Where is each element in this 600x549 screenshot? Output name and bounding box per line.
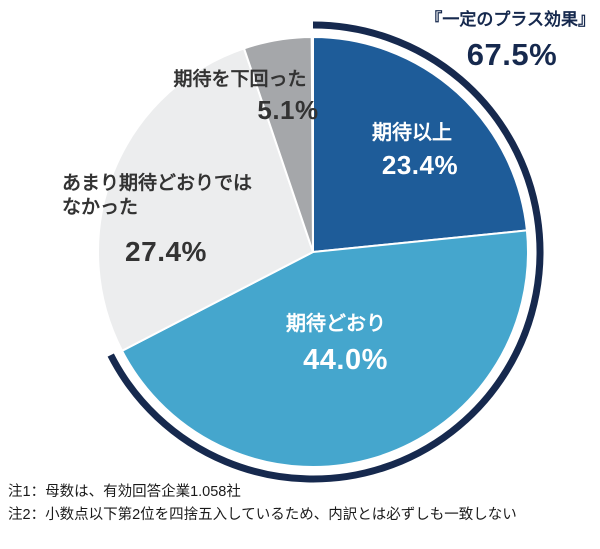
highlight-title: 『一定のプラス効果』 — [425, 10, 595, 29]
slice-value-below-expectation: 5.1% — [257, 95, 319, 125]
pie-slice-4 — [242, 35, 314, 253]
slice-label-below-expectation: 期待を下回った — [173, 69, 307, 90]
slice-label-not-quite-expected: あまり期待どおりでは なかった — [62, 173, 253, 218]
pie-slice-2 — [120, 229, 529, 468]
footnote-1: 注1：母数は、有効回答企業1.058社 — [8, 484, 241, 500]
highlight-arc — [107, 21, 544, 483]
footnote-2: 注2：小数点以下第2位を四捨五入しているため、内訳とは必ずしも一致しない — [8, 507, 517, 524]
slice-value-expect-above: 23.4% — [381, 150, 459, 180]
pie-slice-3 — [97, 47, 315, 353]
footnotes: 注1：母数は、有効回答企業1.058社 注2：小数点以下第2位を四捨五入している… — [8, 481, 596, 527]
slice-value-not-quite-expected: 27.4% — [125, 236, 207, 267]
highlight-value: 67.5% — [466, 37, 558, 72]
pie-slice-1 — [312, 35, 529, 254]
slice-label-expect-above: 期待以上 — [372, 122, 452, 144]
slice-value-as-expected: 44.0% — [303, 344, 388, 376]
slice-label-as-expected: 期待どおり — [286, 313, 386, 335]
